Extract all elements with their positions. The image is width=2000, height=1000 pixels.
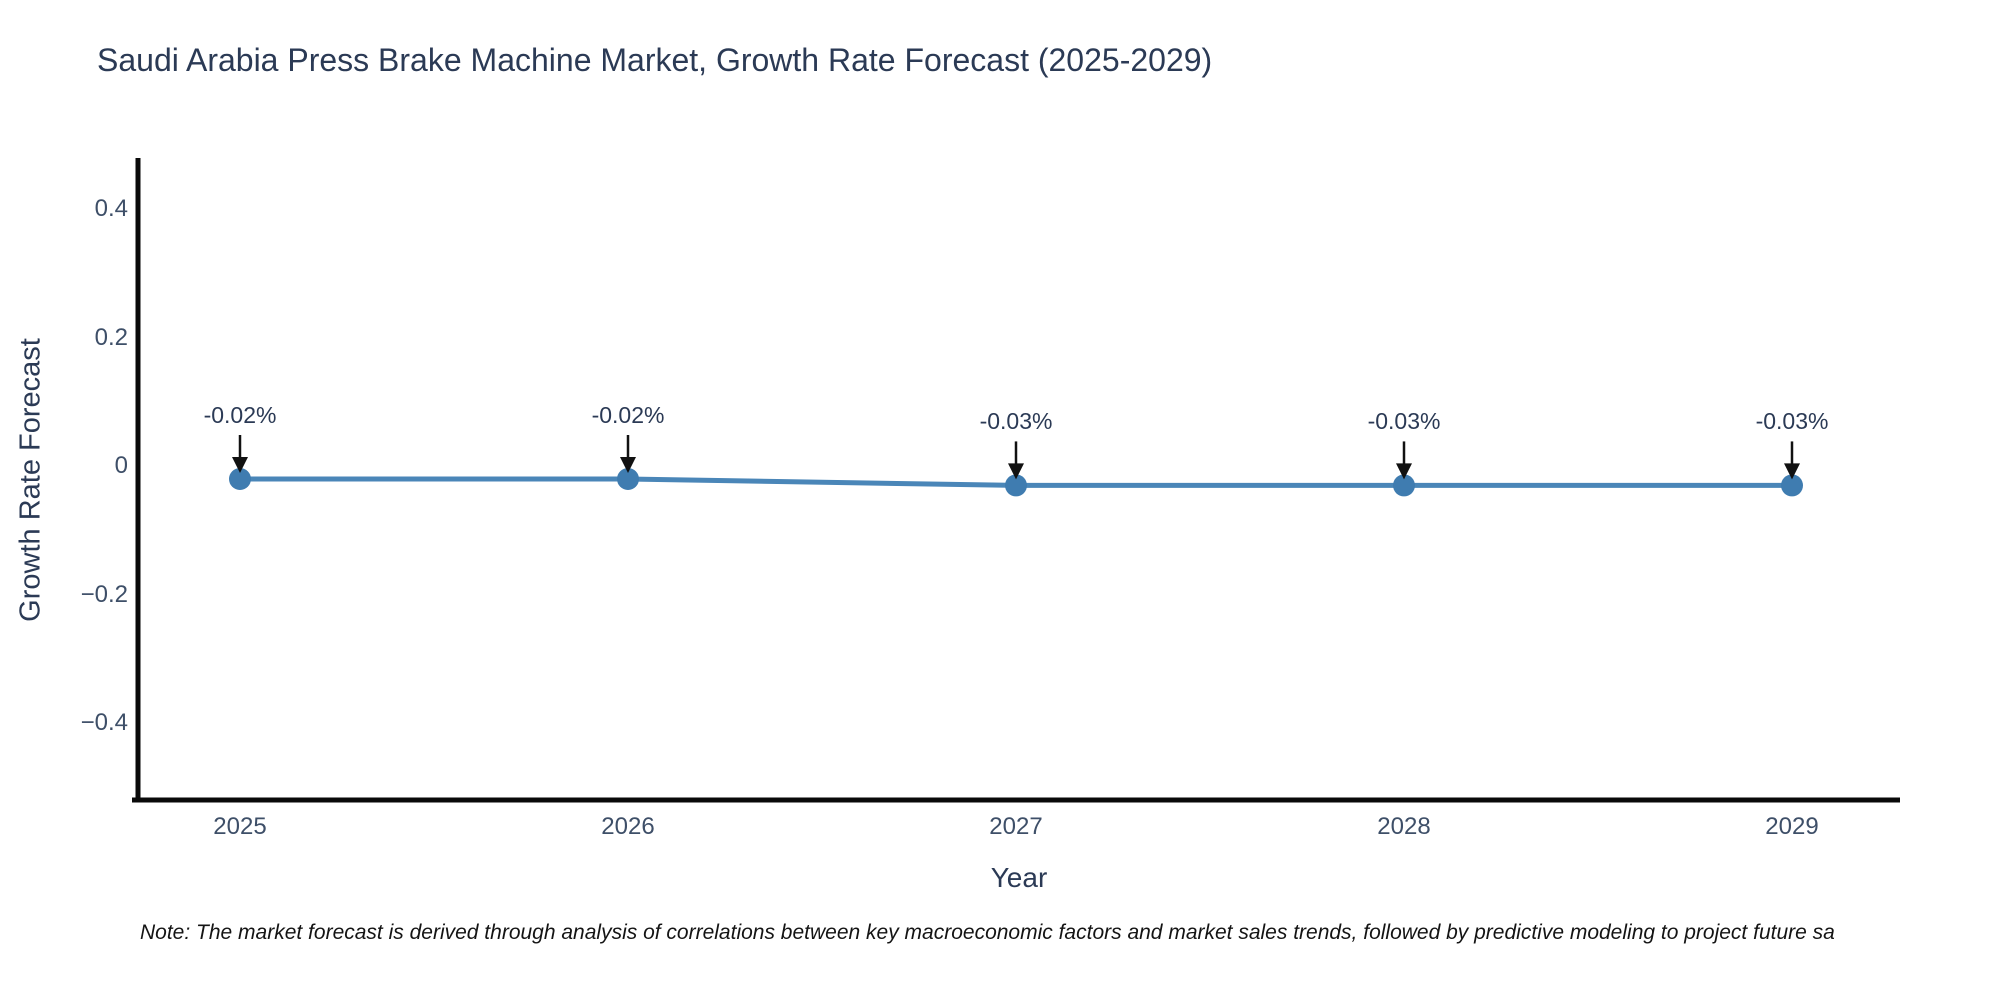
data-point-marker-2027 xyxy=(1005,474,1027,497)
annotation-arrowhead-icon xyxy=(232,457,248,473)
data-point-marker-2025 xyxy=(229,468,251,490)
data-point-label-2027: -0.03% xyxy=(979,408,1053,435)
data-point-label-2029: -0.03% xyxy=(1755,408,1829,435)
data-point-label-2026: -0.02% xyxy=(591,402,665,428)
x-tick-label-2027: 2027 xyxy=(989,813,1043,840)
x-tick-label-2029: 2029 xyxy=(1765,813,1819,840)
annotation-arrowhead-icon xyxy=(1784,463,1800,480)
data-point-marker-2029 xyxy=(1781,474,1803,497)
x-tick-label-2026: 2026 xyxy=(601,813,655,840)
chart-title: Saudi Arabia Press Brake Machine Market,… xyxy=(97,42,1213,78)
x-tick-label-2025: 2025 xyxy=(213,813,267,840)
x-axis-title: Year xyxy=(990,862,1048,893)
x-tick-label-2028: 2028 xyxy=(1377,813,1431,840)
y-tick-label: 0.2 xyxy=(94,323,128,351)
y-tick-label: 0.4 xyxy=(94,195,128,223)
data-point-label-2025: -0.02% xyxy=(203,402,277,428)
annotation-arrowhead-icon xyxy=(1008,463,1024,480)
y-tick-label: −0.2 xyxy=(80,580,128,608)
annotation-arrowhead-icon xyxy=(1396,463,1412,480)
y-tick-label: −0.4 xyxy=(80,708,128,736)
data-point-marker-2026 xyxy=(617,468,639,490)
annotation-arrowhead-icon xyxy=(620,457,636,473)
footnote: Note: The market forecast is derived thr… xyxy=(140,921,1835,944)
data-point-label-2028: -0.03% xyxy=(1367,408,1441,435)
data-point-marker-2028 xyxy=(1393,474,1415,497)
y-tick-label: 0 xyxy=(114,452,128,480)
